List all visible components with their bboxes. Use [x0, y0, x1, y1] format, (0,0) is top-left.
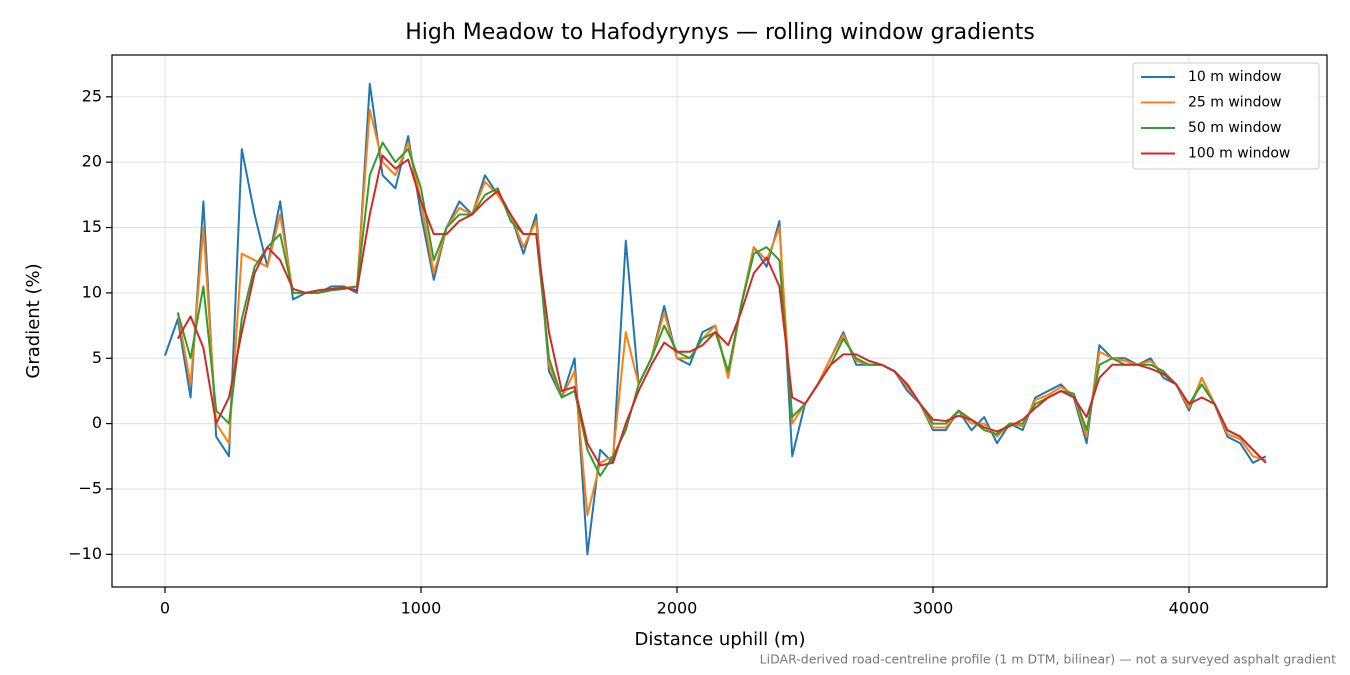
x-tick-label: 2000 — [657, 599, 698, 618]
series-line — [164, 82, 1267, 556]
x-axis-label: Distance uphill (m) — [635, 629, 806, 650]
y-tick-label: 15 — [82, 217, 102, 236]
footnote: LiDAR-derived road-centreline profile (1… — [760, 652, 1336, 667]
y-tick-label: 10 — [82, 282, 102, 301]
legend-box — [1132, 62, 1320, 170]
x-tick-label: 4000 — [1169, 599, 1210, 618]
y-tick-label: −5 — [78, 478, 102, 497]
y-axis-label: Gradient (%) — [23, 263, 44, 378]
series-line — [176, 141, 1267, 477]
series-line — [176, 154, 1267, 467]
y-tick-label: 20 — [82, 152, 102, 171]
legend-label: 100 m window — [1188, 146, 1290, 162]
y-tick-label: 5 — [92, 348, 102, 367]
x-tick-label: 3000 — [913, 599, 954, 618]
series-line — [176, 108, 1267, 517]
y-tick-label: 25 — [82, 86, 102, 105]
legend-label: 10 m window — [1188, 69, 1281, 85]
x-tick-label: 0 — [160, 599, 170, 618]
legend-label: 50 m window — [1188, 120, 1281, 136]
y-tick-label: 0 — [92, 413, 102, 432]
x-tick-label: 1000 — [401, 599, 442, 618]
plot-frame — [111, 54, 1328, 588]
y-tick-label: −10 — [68, 544, 102, 563]
legend-label: 25 m window — [1188, 95, 1281, 111]
chart-title: High Meadow to Hafodyrynys — rolling win… — [405, 20, 1035, 45]
